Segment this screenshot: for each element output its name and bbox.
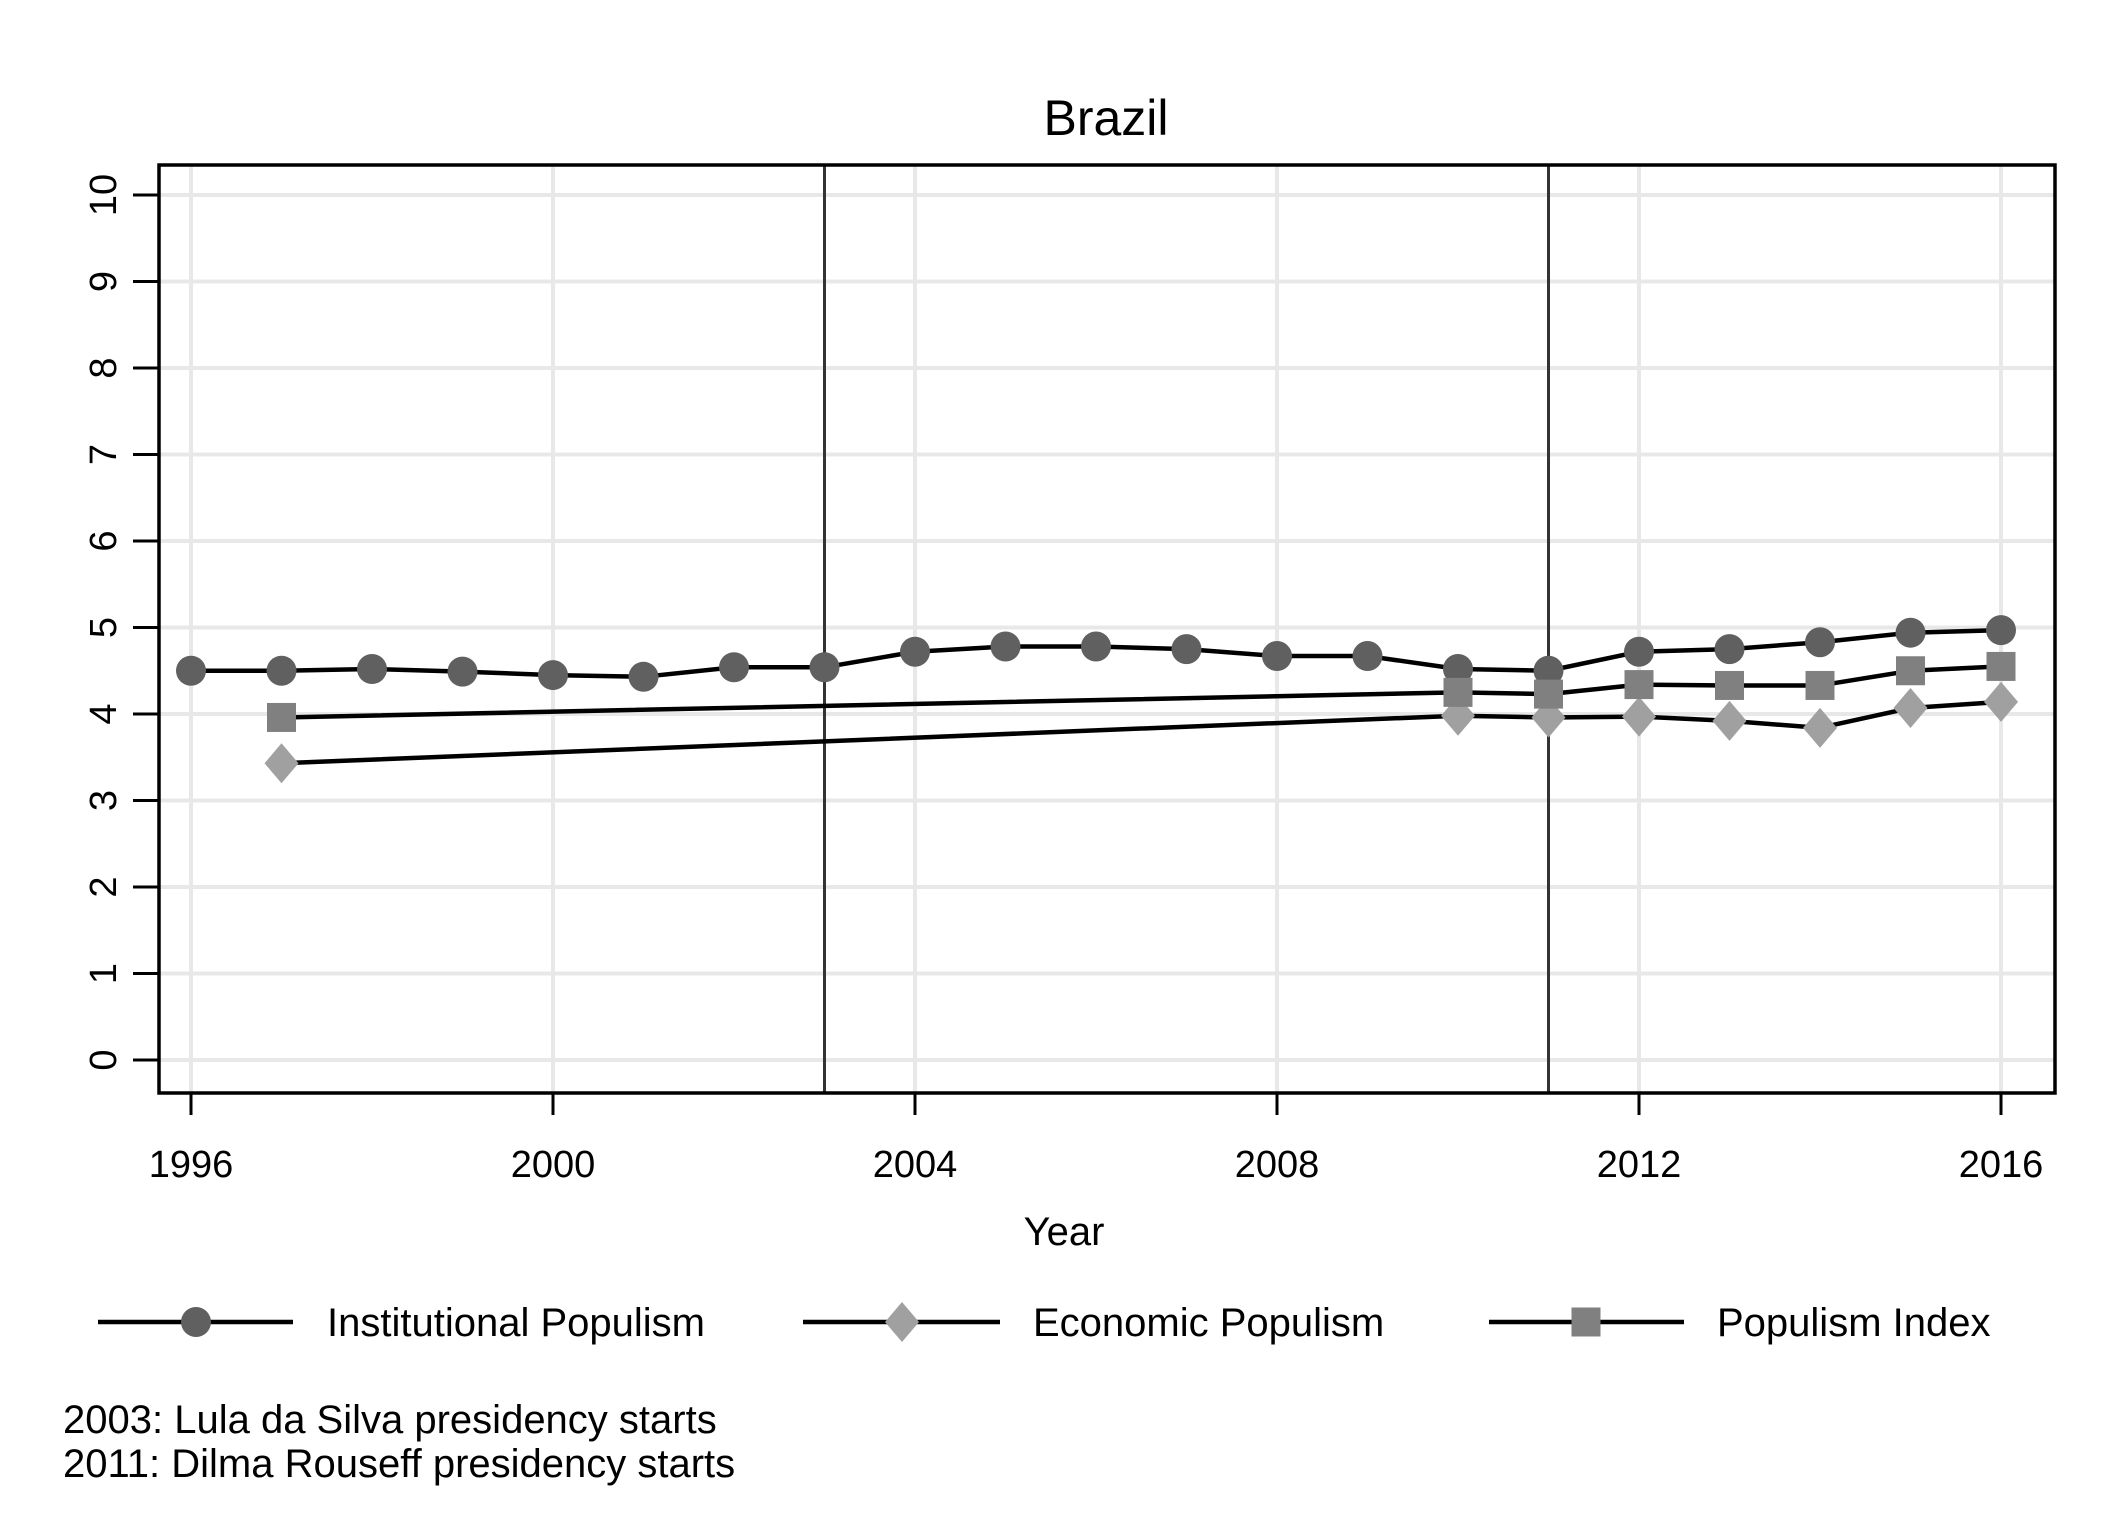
series-populism-index <box>267 651 2016 732</box>
data-point <box>267 702 296 732</box>
y-tick-label: 1 <box>83 963 125 984</box>
axes: 0 1 2 3 4 5 6 7 8 9 10 1996 2000 2004 2008 2012 2016 <box>83 174 2043 1186</box>
data-point <box>1805 670 1835 700</box>
y-tick-label: 4 <box>83 703 125 724</box>
data-point <box>1805 627 1835 658</box>
y-tick-label: 8 <box>83 357 125 378</box>
reference-lines <box>823 165 1550 1093</box>
data-point <box>1714 634 1745 665</box>
data-point <box>1533 655 1564 686</box>
x-axis-label: Year <box>1024 1210 1105 1254</box>
legend-diamond-marker <box>885 1302 919 1342</box>
legend-square-marker <box>1571 1307 1601 1337</box>
legend-item: Economic Populism <box>803 1301 1384 1345</box>
series-institutional-populism <box>176 615 2016 692</box>
data-point <box>538 660 568 691</box>
y-tick-label: 7 <box>83 444 125 465</box>
data-point <box>1986 615 2016 646</box>
data-point <box>1715 670 1744 700</box>
x-tick-label: 1996 <box>149 1144 234 1186</box>
y-tick-label: 9 <box>83 271 125 292</box>
legend-label: Economic Populism <box>1033 1301 1384 1345</box>
data-point <box>1443 654 1473 685</box>
chart-title: Brazil <box>1043 90 1168 146</box>
y-tick-label: 10 <box>83 174 125 216</box>
y-tick-label: 0 <box>83 1049 125 1070</box>
y-tick-label: 5 <box>83 617 125 638</box>
legend: Institutional Populism Economic Populism P… <box>98 1301 1990 1345</box>
data-point <box>1803 707 1837 748</box>
x-tick-label: 2004 <box>873 1144 958 1186</box>
legend-label: Populism Index <box>1717 1301 1990 1345</box>
data-point <box>1081 631 1111 662</box>
legend-circle-marker <box>181 1307 211 1337</box>
data-point <box>1984 681 2018 722</box>
note-line-1: 2003: Lula da Silva presidency starts <box>63 1398 717 1442</box>
series-line <box>281 664 2002 720</box>
data-point <box>809 652 840 683</box>
data-point <box>1352 641 1383 672</box>
data-point <box>1171 634 1202 665</box>
data-point <box>1893 687 1928 728</box>
y-tick-label: 2 <box>83 876 125 897</box>
data-point <box>990 631 1021 662</box>
y-tick-label: 3 <box>83 790 125 811</box>
data-point <box>1895 617 1926 648</box>
data-point <box>1986 651 2016 681</box>
data-point <box>1534 679 1563 709</box>
x-tick-label: 2012 <box>1597 1144 1682 1186</box>
x-tick-label: 2016 <box>1959 1144 2044 1186</box>
data-point <box>357 654 387 685</box>
gridlines <box>159 165 2055 1093</box>
legend-item: Populism Index <box>1489 1301 1990 1345</box>
data-point <box>266 655 297 686</box>
data-point <box>719 652 749 683</box>
series <box>176 615 2018 784</box>
data-point <box>1712 700 1747 741</box>
x-tick-label: 2008 <box>1235 1144 1320 1186</box>
data-point <box>1624 636 1654 667</box>
legend-label: Institutional Populism <box>327 1301 705 1345</box>
x-tick-label: 2000 <box>511 1144 596 1186</box>
data-point <box>176 655 206 686</box>
data-point <box>1622 696 1656 737</box>
data-point <box>1262 641 1292 672</box>
note-line-2: 2011: Dilma Rouseff presidency starts <box>63 1442 735 1486</box>
legend-item: Institutional Populism <box>98 1301 705 1345</box>
data-point <box>1896 656 1925 686</box>
data-point <box>1624 670 1654 700</box>
data-point <box>1443 677 1473 707</box>
data-point <box>900 636 930 667</box>
data-point <box>447 656 478 687</box>
data-point <box>628 661 659 692</box>
data-point <box>264 743 299 784</box>
y-tick-label: 6 <box>83 530 125 551</box>
